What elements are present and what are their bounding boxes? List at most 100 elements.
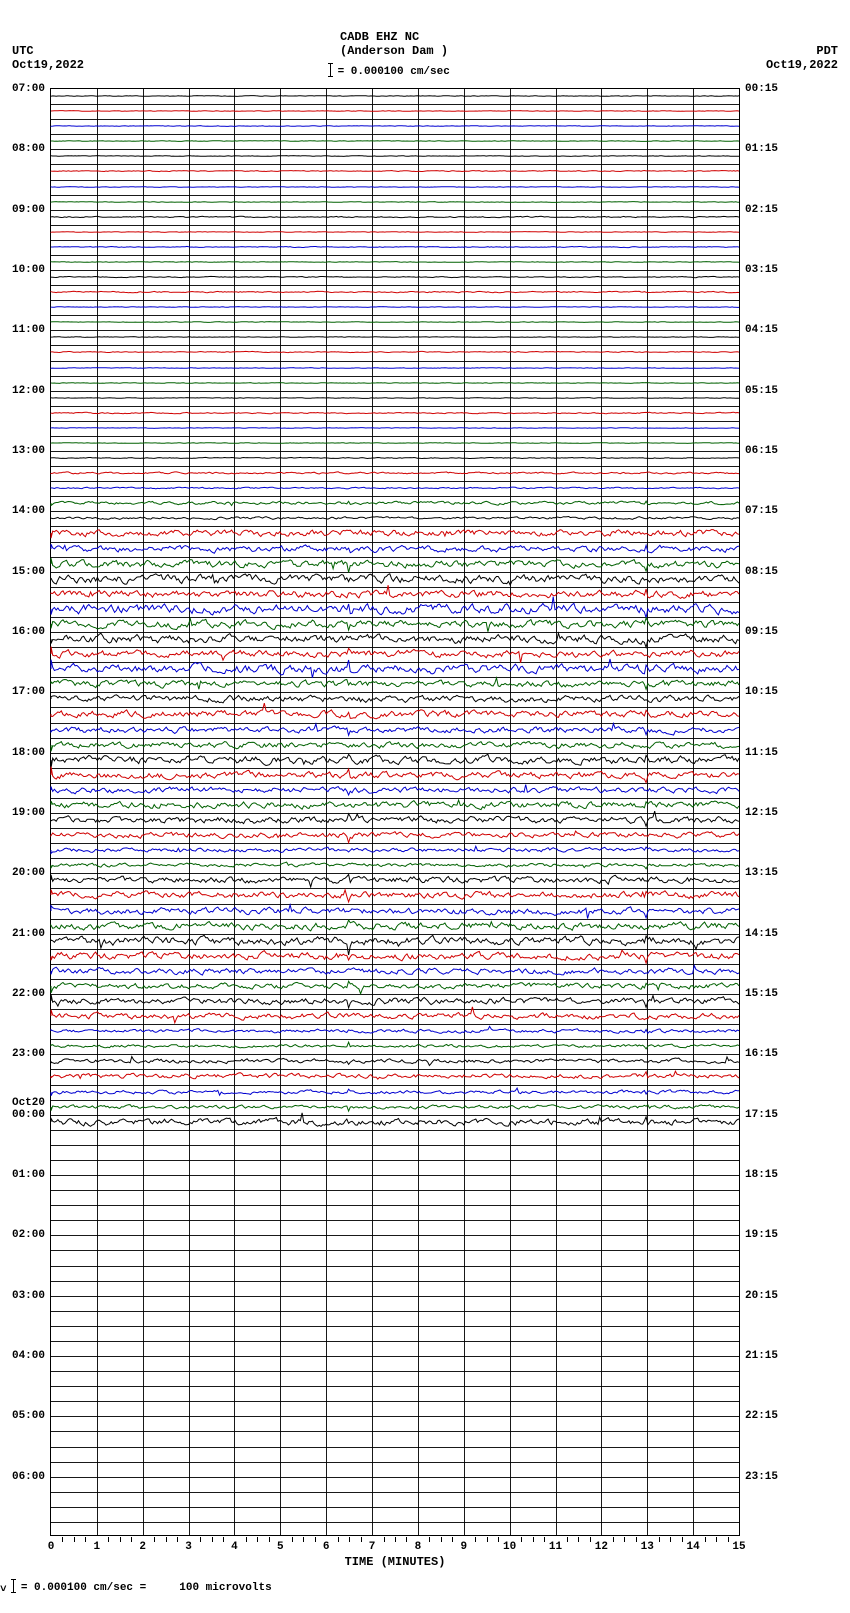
utc-time-label: 21:00 [0, 928, 45, 940]
horizontal-gridline [51, 1220, 739, 1221]
utc-time-label: 19:00 [0, 807, 45, 819]
utc-time-label: Oct20 [0, 1097, 45, 1109]
utc-time-label: 04:00 [0, 1350, 45, 1362]
x-minor-tick [315, 1537, 316, 1542]
pdt-time-label: 04:15 [745, 324, 778, 336]
horizontal-gridline [51, 1145, 739, 1146]
x-minor-tick [659, 1537, 660, 1542]
x-minor-tick [292, 1537, 293, 1542]
horizontal-gridline [51, 1522, 739, 1523]
pdt-time-label: 11:15 [745, 747, 778, 759]
x-tick-label: 2 [139, 1541, 146, 1553]
x-minor-tick [728, 1537, 729, 1542]
x-minor-tick [85, 1537, 86, 1542]
utc-time-label: 15:00 [0, 566, 45, 578]
x-tick-label: 4 [231, 1541, 238, 1553]
horizontal-gridline [51, 1371, 739, 1372]
pdt-time-label: 19:15 [745, 1229, 778, 1241]
x-minor-tick [223, 1537, 224, 1542]
x-minor-tick [74, 1537, 75, 1542]
horizontal-gridline [51, 1386, 739, 1387]
x-tick-label: 15 [732, 1541, 745, 1553]
pdt-time-label: 12:15 [745, 807, 778, 819]
x-tick-label: 6 [323, 1541, 330, 1553]
left-date: Oct19,2022 [12, 58, 84, 72]
utc-time-label: 22:00 [0, 988, 45, 1000]
pdt-time-label: 21:15 [745, 1350, 778, 1362]
footer-scale: ˅ = 0.000100 cm/sec = 100 microvolts [0, 1580, 272, 1594]
pdt-time-label: 18:15 [745, 1169, 778, 1181]
x-minor-tick [682, 1537, 683, 1542]
x-minor-tick [395, 1537, 396, 1542]
right-date: Oct19,2022 [766, 58, 838, 72]
utc-time-label: 08:00 [0, 143, 45, 155]
utc-time-label: 06:00 [0, 1471, 45, 1483]
station-name: (Anderson Dam ) [340, 44, 448, 58]
x-tick-label: 13 [641, 1541, 654, 1553]
x-tick-label: 11 [549, 1541, 562, 1553]
x-minor-tick [131, 1537, 132, 1542]
utc-time-label: 20:00 [0, 867, 45, 879]
x-minor-tick [475, 1537, 476, 1542]
horizontal-gridline [51, 1492, 739, 1493]
utc-time-label: 17:00 [0, 686, 45, 698]
seismogram-display: { "header": { "station_line1": "CADB EHZ… [0, 0, 850, 1613]
x-minor-tick [544, 1537, 545, 1542]
utc-time-label: 07:00 [0, 83, 45, 95]
x-minor-tick [705, 1537, 706, 1542]
x-minor-tick [154, 1537, 155, 1542]
horizontal-gridline [51, 1250, 739, 1251]
x-minor-tick [212, 1537, 213, 1542]
seismic-trace [51, 1115, 739, 1129]
x-minor-tick [338, 1537, 339, 1542]
x-minor-tick [406, 1537, 407, 1542]
x-minor-tick [533, 1537, 534, 1542]
pdt-time-label: 20:15 [745, 1290, 778, 1302]
x-minor-tick [361, 1537, 362, 1542]
x-minor-tick [613, 1537, 614, 1542]
pdt-time-label: 07:15 [745, 505, 778, 517]
utc-time-label: 13:00 [0, 445, 45, 457]
utc-time-label: 11:00 [0, 324, 45, 336]
horizontal-gridline [51, 1341, 739, 1342]
x-minor-tick [670, 1537, 671, 1542]
horizontal-gridline [51, 1401, 739, 1402]
horizontal-gridline [51, 1311, 739, 1312]
horizontal-gridline [51, 1296, 739, 1297]
footer-left-text: = 0.000100 cm/sec = [21, 1582, 146, 1594]
x-minor-tick [521, 1537, 522, 1542]
x-minor-tick [487, 1537, 488, 1542]
utc-time-label: 02:00 [0, 1229, 45, 1241]
pdt-time-label: 14:15 [745, 928, 778, 940]
scale-text: = 0.000100 cm/sec [331, 66, 450, 78]
utc-time-label: 00:00 [0, 1109, 45, 1121]
x-minor-tick [716, 1537, 717, 1542]
utc-time-label: 09:00 [0, 204, 45, 216]
right-timezone: PDT [816, 44, 838, 58]
x-minor-tick [498, 1537, 499, 1542]
pdt-time-label: 06:15 [745, 445, 778, 457]
x-axis-label: TIME (MINUTES) [345, 1555, 446, 1569]
horizontal-gridline [51, 1281, 739, 1282]
pdt-time-label: 01:15 [745, 143, 778, 155]
x-minor-tick [624, 1537, 625, 1542]
x-minor-tick [429, 1537, 430, 1542]
x-tick-label: 5 [277, 1541, 284, 1553]
x-minor-tick [108, 1537, 109, 1542]
horizontal-gridline [51, 1356, 739, 1357]
horizontal-gridline [51, 1235, 739, 1236]
pdt-time-label: 05:15 [745, 385, 778, 397]
x-minor-tick [441, 1537, 442, 1542]
horizontal-gridline [51, 1507, 739, 1508]
horizontal-gridline [51, 1477, 739, 1478]
pdt-time-label: 08:15 [745, 566, 778, 578]
left-timezone: UTC [12, 44, 34, 58]
pdt-time-label: 13:15 [745, 867, 778, 879]
x-minor-tick [384, 1537, 385, 1542]
pdt-time-label: 15:15 [745, 988, 778, 1000]
seismogram-plot: TIME (MINUTES) 07:0008:0009:0010:0011:00… [50, 88, 740, 1536]
pdt-time-label: 22:15 [745, 1410, 778, 1422]
x-minor-tick [567, 1537, 568, 1542]
x-tick-label: 14 [687, 1541, 700, 1553]
x-minor-tick [269, 1537, 270, 1542]
